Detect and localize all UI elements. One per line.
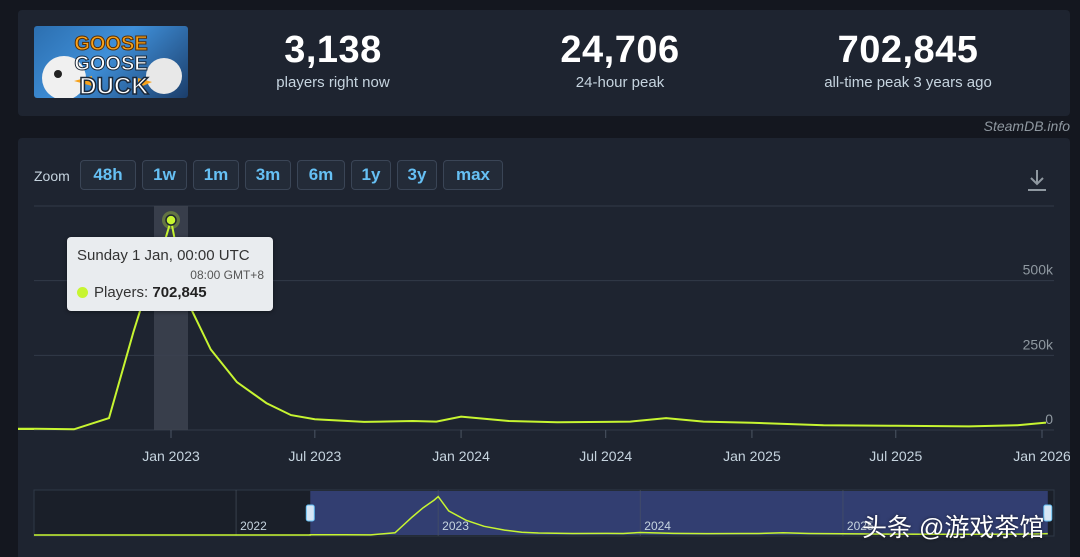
zoom-1y-button[interactable]: 1y — [351, 160, 391, 190]
steamdb-credit[interactable]: SteamDB.info — [983, 118, 1070, 134]
navigator-year-label: 2024 — [644, 519, 671, 533]
daily-peak-stat: 24,706 24-hour peak — [520, 28, 720, 91]
peak-marker — [165, 214, 177, 226]
x-tick-label: Jul 2025 — [869, 448, 922, 464]
navigator-series-line — [34, 495, 1048, 536]
y-tick-label: 250k — [1023, 336, 1054, 352]
current-players-value: 3,138 — [284, 29, 382, 71]
daily-peak-label: 24-hour peak — [575, 74, 665, 91]
navigator-year-label: 2025 — [847, 519, 874, 533]
logo-text-1: GOOSE — [74, 33, 147, 55]
navigator-year-label: 2022 — [240, 519, 267, 533]
range-navigator[interactable]: 2022 2023 2024 2025 — [33, 489, 1055, 537]
all-time-peak-stat: 702,845 all-time peak 3 years ago — [778, 28, 1038, 91]
stats-panel: GOOSE GOOSE DUCK 3,138 players right now… — [18, 10, 1070, 116]
download-icon[interactable] — [1026, 168, 1048, 192]
x-tick-label: Jul 2023 — [288, 448, 341, 464]
zoom-label: Zoom — [34, 168, 70, 184]
navigator-year-label: 2023 — [442, 519, 469, 533]
tooltip-value: 702,845 — [152, 284, 207, 301]
zoom-1m-button[interactable]: 1m — [193, 160, 239, 190]
players-series-line — [18, 219, 1047, 431]
x-tick-label: Jan 2026 — [1013, 448, 1070, 464]
tooltip-date: Sunday 1 Jan, 00:00 UTC — [77, 247, 250, 264]
navigator-right-handle[interactable] — [1043, 504, 1053, 522]
game-logo[interactable]: GOOSE GOOSE DUCK — [34, 26, 188, 98]
all-time-peak-label: all-time peak 3 years ago — [824, 74, 992, 91]
player-count-chart[interactable]: 0 250k 500k Jan 2023 Jul 2023 Jan 2024 Jul 20… — [18, 138, 1070, 557]
current-players-label: players right now — [276, 74, 390, 91]
tooltip-local-time: 08:00 GMT+8 — [190, 268, 264, 282]
watermark: 头条 @游戏茶馆 — [862, 514, 1045, 542]
y-tick-label: 500k — [1023, 262, 1054, 278]
chart-panel: Zoom 48h 1w 1m 3m 6m 1y 3y max 0 250k 500k… — [18, 138, 1070, 557]
x-tick-label: Jan 2025 — [723, 448, 781, 464]
tooltip-series-label: Players: — [94, 284, 153, 301]
y-tick-label: 0 — [1045, 411, 1053, 427]
chart-tooltip: Sunday 1 Jan, 00:00 UTC 08:00 GMT+8 Play… — [67, 237, 273, 311]
zoom-1w-button[interactable]: 1w — [142, 160, 187, 190]
navigator-selected-range[interactable] — [310, 491, 1048, 535]
x-tick-label: Jan 2024 — [432, 448, 490, 464]
zoom-48h-button[interactable]: 48h — [80, 160, 136, 190]
logo-text-3: DUCK — [79, 73, 149, 98]
x-tick-label: Jul 2024 — [579, 448, 632, 464]
zoom-3m-button[interactable]: 3m — [245, 160, 291, 190]
daily-peak-value: 24,706 — [560, 29, 680, 71]
navigator-left-handle[interactable] — [305, 504, 315, 522]
logo-text-2: GOOSE — [74, 53, 147, 75]
zoom-6m-button[interactable]: 6m — [297, 160, 345, 190]
zoom-max-button[interactable]: max — [443, 160, 503, 190]
x-tick-label: Jan 2023 — [142, 448, 200, 464]
series-dot-icon — [77, 287, 88, 298]
tooltip-row: Players: 702,845 — [77, 284, 207, 301]
zoom-3y-button[interactable]: 3y — [397, 160, 437, 190]
all-time-peak-value: 702,845 — [837, 29, 979, 71]
current-players-stat: 3,138 players right now — [233, 28, 433, 91]
